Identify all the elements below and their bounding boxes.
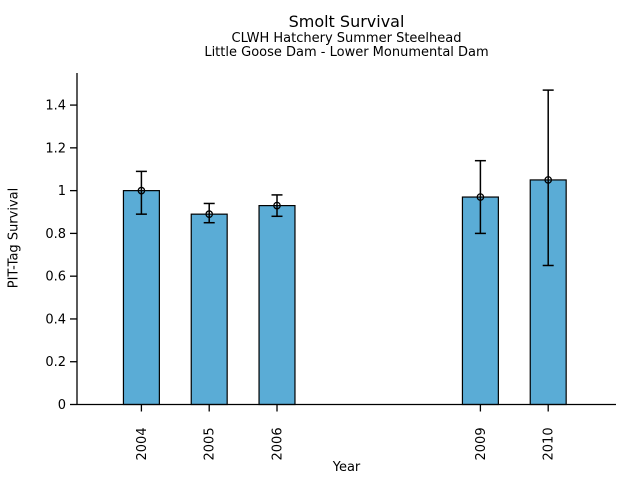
y-tick-label: 0.6 [45, 270, 66, 285]
y-tick-label: 1.4 [45, 99, 66, 114]
marker-2009 [476, 193, 485, 201]
chart-title: Smolt Survival [288, 12, 405, 31]
y-tick-label: 1.2 [45, 141, 66, 156]
y-tick-label: 1 [58, 184, 66, 199]
bar-2005 [190, 213, 228, 406]
x-tick-label: 2005 [203, 427, 218, 460]
marker-2010 [544, 176, 553, 184]
x-tick-label: 2009 [474, 427, 489, 460]
y-tick-label: 0.8 [45, 227, 66, 242]
x-tick-label: 2004 [135, 427, 150, 460]
marker-2006 [273, 201, 281, 210]
x-tick-label: 2006 [271, 427, 286, 460]
marker-2004 [137, 186, 146, 195]
bar-2006 [258, 205, 296, 406]
bar-2004 [122, 190, 160, 406]
marker-2005 [205, 210, 214, 219]
chart-subtitle-line2: Little Goose Dam - Lower Monumental Dam [204, 45, 489, 60]
x-tick-label: 2010 [542, 427, 557, 460]
y-tick-label: 0.4 [45, 312, 66, 327]
chart-subtitle-line1: CLWH Hatchery Summer Steelhead [231, 31, 462, 46]
y-tick-label: 0 [58, 398, 66, 413]
y-tick-label: 0.2 [45, 355, 66, 370]
x-axis-label: Year [332, 460, 361, 475]
